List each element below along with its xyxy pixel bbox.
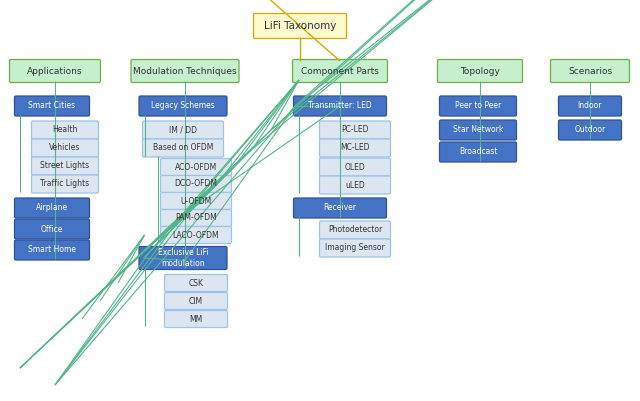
- Text: Indoor: Indoor: [578, 101, 602, 111]
- Text: Component Parts: Component Parts: [301, 67, 379, 75]
- FancyBboxPatch shape: [161, 209, 232, 227]
- Text: Photodetector: Photodetector: [328, 225, 382, 235]
- Text: Street Lights: Street Lights: [40, 162, 90, 170]
- Text: Smart Home: Smart Home: [28, 245, 76, 255]
- Text: Star Network: Star Network: [453, 126, 503, 134]
- Text: Health: Health: [52, 126, 77, 134]
- Text: LACO-OFDM: LACO-OFDM: [173, 231, 220, 239]
- Text: MM: MM: [189, 314, 203, 324]
- Text: Vehicles: Vehicles: [49, 144, 81, 152]
- Text: CIM: CIM: [189, 296, 203, 306]
- FancyBboxPatch shape: [31, 121, 99, 139]
- FancyBboxPatch shape: [143, 139, 223, 157]
- Text: Imaging Sensor: Imaging Sensor: [325, 243, 385, 253]
- Text: Modulation Techniques: Modulation Techniques: [133, 67, 237, 75]
- FancyBboxPatch shape: [15, 240, 90, 260]
- Text: PC-LED: PC-LED: [341, 126, 369, 134]
- Text: Receiver: Receiver: [323, 203, 356, 213]
- Text: DCO-OFDM: DCO-OFDM: [175, 180, 218, 188]
- Text: Scenarios: Scenarios: [568, 67, 612, 75]
- Text: MC-LED: MC-LED: [340, 144, 370, 152]
- Text: Smart Cities: Smart Cities: [28, 101, 76, 111]
- Text: Outdoor: Outdoor: [574, 126, 605, 134]
- FancyBboxPatch shape: [559, 96, 621, 116]
- FancyBboxPatch shape: [31, 139, 99, 157]
- Text: Peer to Peer: Peer to Peer: [455, 101, 501, 111]
- FancyBboxPatch shape: [438, 59, 522, 83]
- FancyBboxPatch shape: [139, 247, 227, 269]
- FancyBboxPatch shape: [319, 176, 390, 194]
- FancyBboxPatch shape: [253, 14, 346, 38]
- FancyBboxPatch shape: [319, 158, 390, 176]
- FancyBboxPatch shape: [294, 198, 387, 218]
- Text: Topology: Topology: [460, 67, 500, 75]
- FancyBboxPatch shape: [550, 59, 630, 83]
- FancyBboxPatch shape: [319, 139, 390, 157]
- FancyBboxPatch shape: [292, 59, 387, 83]
- FancyBboxPatch shape: [319, 121, 390, 139]
- Text: LiFi Taxonomy: LiFi Taxonomy: [264, 21, 336, 31]
- FancyBboxPatch shape: [15, 96, 90, 116]
- FancyBboxPatch shape: [143, 121, 223, 139]
- Text: U-OFDM: U-OFDM: [180, 196, 212, 205]
- FancyBboxPatch shape: [319, 239, 390, 257]
- Text: Broadcast: Broadcast: [459, 148, 497, 156]
- FancyBboxPatch shape: [15, 198, 90, 218]
- FancyBboxPatch shape: [161, 176, 232, 192]
- FancyBboxPatch shape: [161, 158, 232, 176]
- Text: uLED: uLED: [345, 180, 365, 190]
- FancyBboxPatch shape: [440, 96, 516, 116]
- FancyBboxPatch shape: [161, 227, 232, 243]
- Text: Exclusive LiFi
modulation: Exclusive LiFi modulation: [157, 248, 209, 268]
- Text: IM / DD: IM / DD: [169, 126, 197, 134]
- FancyBboxPatch shape: [440, 120, 516, 140]
- Text: Airplane: Airplane: [36, 203, 68, 213]
- Text: Based on OFDM: Based on OFDM: [153, 144, 213, 152]
- Text: CSK: CSK: [189, 279, 204, 288]
- FancyBboxPatch shape: [31, 175, 99, 193]
- FancyBboxPatch shape: [319, 221, 390, 239]
- FancyBboxPatch shape: [294, 96, 387, 116]
- Text: OLED: OLED: [344, 162, 365, 172]
- Text: PAM-OFDM: PAM-OFDM: [175, 213, 217, 223]
- FancyBboxPatch shape: [440, 142, 516, 162]
- FancyBboxPatch shape: [164, 275, 227, 292]
- FancyBboxPatch shape: [559, 120, 621, 140]
- FancyBboxPatch shape: [15, 219, 90, 239]
- FancyBboxPatch shape: [164, 292, 227, 310]
- Text: Transmitter: LED: Transmitter: LED: [308, 101, 372, 111]
- FancyBboxPatch shape: [139, 96, 227, 116]
- FancyBboxPatch shape: [131, 59, 239, 83]
- FancyBboxPatch shape: [31, 157, 99, 175]
- FancyBboxPatch shape: [164, 310, 227, 328]
- Text: Office: Office: [41, 225, 63, 233]
- Text: Applications: Applications: [28, 67, 83, 75]
- Text: Legacy Schemes: Legacy Schemes: [151, 101, 215, 111]
- FancyBboxPatch shape: [161, 192, 232, 209]
- Text: Traffic Lights: Traffic Lights: [40, 180, 90, 188]
- Text: ACO-OFDM: ACO-OFDM: [175, 162, 217, 172]
- FancyBboxPatch shape: [10, 59, 100, 83]
